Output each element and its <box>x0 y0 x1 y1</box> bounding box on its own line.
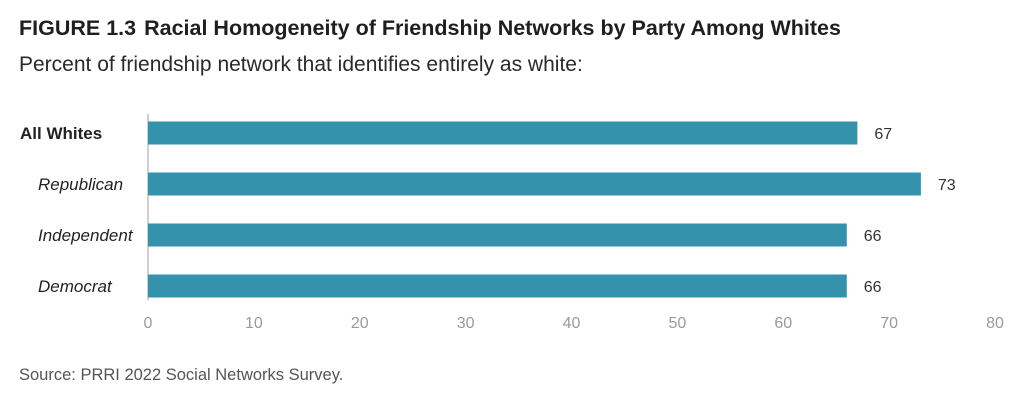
x-tick-label: 50 <box>668 315 686 332</box>
source-note: Source: PRRI 2022 Social Networks Survey… <box>19 366 344 384</box>
x-tick-label: 20 <box>351 315 369 332</box>
bar <box>148 172 921 196</box>
category-label: Republican <box>38 175 123 194</box>
x-tick-label: 70 <box>880 315 898 332</box>
data-label: 66 <box>864 228 882 245</box>
x-tick-label: 60 <box>774 315 792 332</box>
data-label: 67 <box>874 126 892 143</box>
category-label: Democrat <box>38 277 113 296</box>
chart-title: Racial Homogeneity of Friendship Network… <box>144 16 841 40</box>
category-label: Independent <box>38 226 134 245</box>
bar <box>148 274 847 298</box>
chart-subtitle: Percent of friendship network that ident… <box>19 53 583 76</box>
figure-title: FIGURE 1.3 Racial Homogeneity of Friendsh… <box>19 16 841 41</box>
bar <box>148 121 858 145</box>
bar-chart: All Whites 67 Republican 73 Independent 66 Dem… <box>20 114 1004 332</box>
category-label: All Whites <box>20 124 102 143</box>
bar <box>148 223 847 247</box>
x-tick-label: 0 <box>144 315 153 332</box>
figure-label: FIGURE 1.3 <box>19 16 137 40</box>
x-tick-label: 10 <box>245 315 263 332</box>
data-label: 66 <box>864 279 882 296</box>
x-tick-label: 40 <box>563 315 581 332</box>
x-tick-label: 30 <box>457 315 475 332</box>
data-label: 73 <box>938 177 956 194</box>
x-tick-label: 80 <box>986 315 1004 332</box>
